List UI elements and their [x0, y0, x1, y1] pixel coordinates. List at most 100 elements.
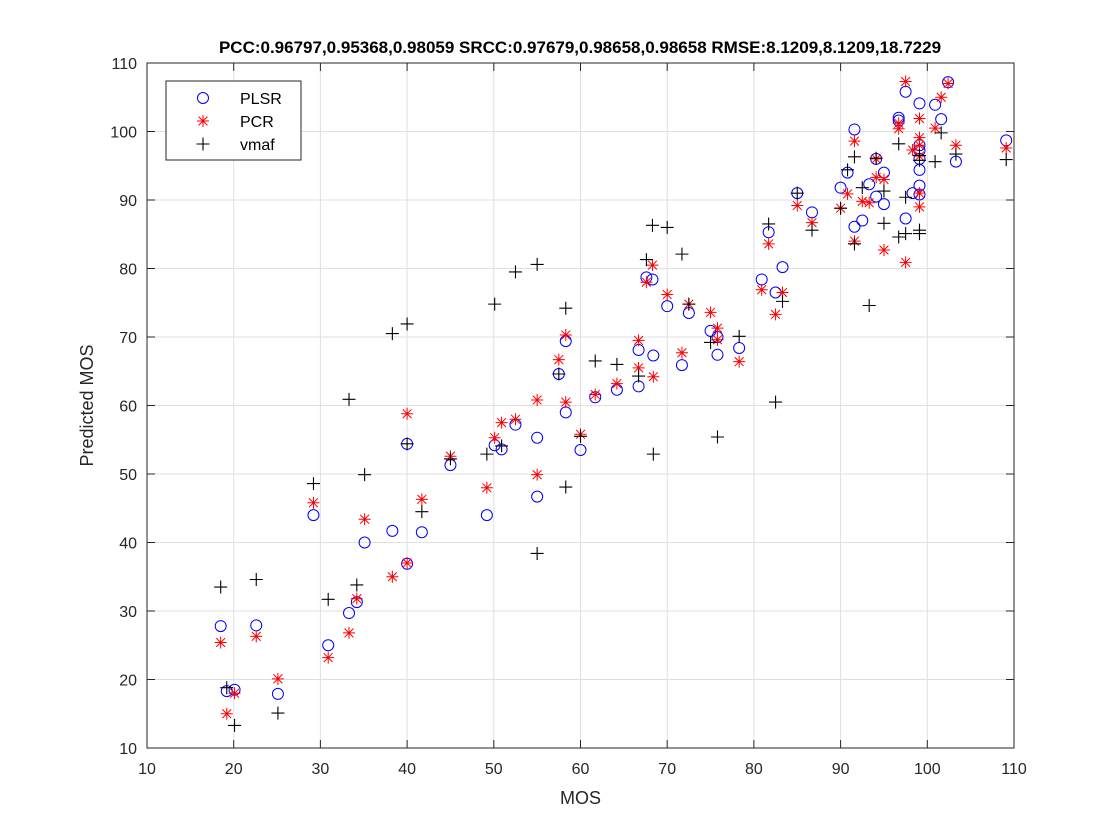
vmaf-point — [530, 546, 544, 560]
pcr-point — [704, 306, 717, 319]
pcr-point — [675, 346, 688, 359]
legend-marker-pcr — [197, 115, 209, 127]
legend-label: PLSR — [240, 91, 282, 108]
vmaf-point — [892, 137, 906, 151]
vmaf-point — [834, 201, 848, 215]
pcr-point — [661, 288, 674, 301]
y-tick-label: 90 — [119, 193, 137, 210]
legend-entry-vmaf: vmaf — [196, 137, 275, 154]
plsr-point — [834, 181, 847, 194]
vmaf-point — [675, 247, 689, 261]
pcr-point — [791, 199, 804, 212]
vmaf-point — [934, 126, 948, 140]
plsr-point — [899, 212, 912, 225]
pcr-point — [899, 256, 912, 269]
pcr-point — [271, 672, 284, 685]
y-tick-label: 20 — [119, 673, 137, 690]
plsr-point — [307, 509, 320, 522]
plsr-point — [647, 349, 660, 362]
vmaf-point — [949, 147, 963, 161]
x-tick-label: 20 — [225, 761, 243, 778]
pcr-point — [646, 259, 659, 272]
plsr-point — [870, 190, 883, 203]
plsr-point — [343, 607, 356, 620]
plsr-point — [913, 97, 926, 110]
plsr-point — [574, 444, 587, 457]
vmaf-point — [877, 216, 891, 230]
vmaf-point — [249, 572, 263, 586]
vmaf-point — [350, 578, 364, 592]
plot-frame — [146, 62, 1015, 749]
pcr-point — [358, 513, 371, 526]
x-tick-label: 70 — [658, 761, 676, 778]
y-tick-label: 110 — [111, 56, 137, 73]
pcr-point — [552, 353, 565, 366]
pcr-point — [776, 286, 789, 299]
pcr-point — [250, 630, 263, 643]
vmaf-point — [805, 223, 819, 237]
vmaf-point — [790, 186, 804, 200]
legend-label: PCR — [240, 114, 274, 131]
vmaf-point — [999, 153, 1013, 167]
plsr-point — [929, 98, 942, 111]
pcr-point — [559, 328, 572, 341]
pcr-point — [322, 651, 335, 664]
x-axis-label: MOS — [560, 788, 601, 808]
vmaf-point — [912, 227, 926, 241]
pcr-point — [913, 112, 926, 125]
vmaf-point — [645, 218, 659, 232]
pcr-point — [877, 244, 890, 257]
pcr-point — [401, 557, 414, 570]
pcr-point — [531, 394, 544, 407]
plsr-point — [848, 220, 861, 233]
vmaf-point — [508, 265, 522, 279]
pcr-point — [610, 377, 623, 390]
vmaf-point — [639, 253, 653, 267]
vmaf-point — [732, 329, 746, 343]
pcr-point — [1000, 141, 1013, 154]
vmaf-point — [306, 477, 320, 491]
legend-marker-vmaf — [196, 137, 210, 151]
vmaf-point — [559, 480, 573, 494]
plsr-point — [646, 273, 659, 286]
pcr-point — [559, 396, 572, 409]
vmaf-point — [228, 718, 242, 732]
y-tick-label: 40 — [119, 536, 137, 553]
x-tick-label: 10 — [138, 761, 156, 778]
pcr-point — [870, 171, 883, 184]
pcr-point — [480, 481, 493, 494]
plsr-point — [358, 536, 371, 549]
pcr-point — [755, 283, 768, 296]
plsr-point — [935, 113, 948, 126]
pcr-point — [906, 143, 919, 156]
legend-box — [165, 80, 302, 161]
chart-title: PCC:0.96797,0.95368,0.98059 SRCC:0.97679… — [219, 38, 941, 57]
vmaf-point — [847, 150, 861, 164]
vmaf-point — [769, 395, 783, 409]
vmaf-point — [877, 184, 891, 198]
y-axis-label: Predicted MOS — [77, 344, 97, 466]
plsr-point — [531, 431, 544, 444]
pcr-point — [711, 333, 724, 346]
vmaf-point — [588, 354, 602, 368]
vmaf-point — [443, 452, 457, 466]
vmaf-point — [869, 151, 883, 165]
vmaf-point — [400, 437, 414, 451]
legend-marker-plsr — [197, 92, 209, 104]
pcr-point — [509, 413, 522, 426]
pcr-point — [415, 493, 428, 506]
vmaf-point — [928, 155, 942, 169]
vmaf-point — [862, 298, 876, 312]
pcr-point — [913, 131, 926, 144]
pcr-point — [647, 370, 660, 383]
vmaf-point — [530, 257, 544, 271]
plsr-point — [271, 687, 284, 700]
vmaf-point — [415, 505, 429, 519]
x-tick-label: 60 — [572, 761, 590, 778]
pcr-point — [495, 416, 508, 429]
vmaf-point — [912, 153, 926, 167]
pcr-point — [848, 135, 861, 148]
pcr-point — [632, 361, 645, 374]
vmaf-point — [385, 327, 399, 341]
